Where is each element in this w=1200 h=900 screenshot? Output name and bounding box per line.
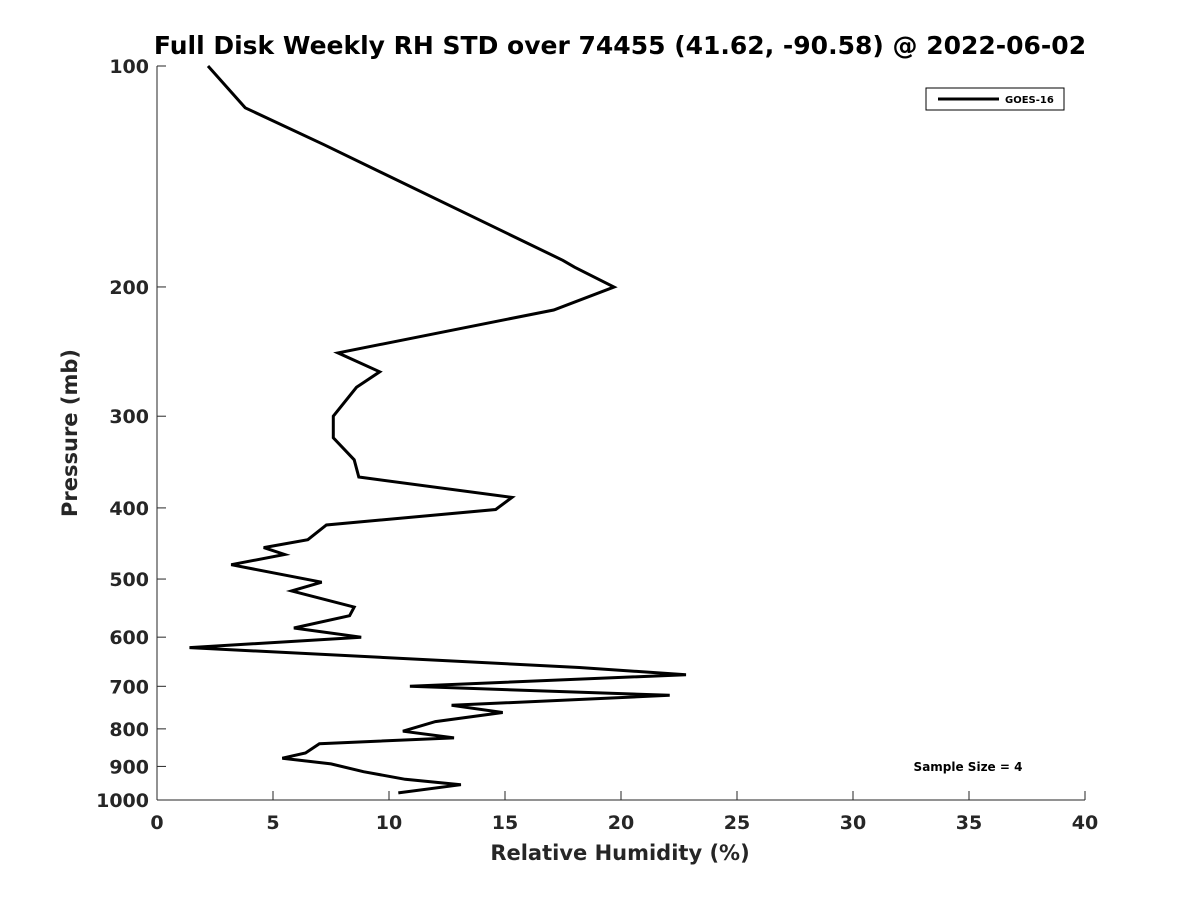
- x-tick-label: 15: [492, 812, 518, 834]
- y-tick-label: 400: [109, 498, 149, 520]
- x-tick-label: 20: [608, 812, 634, 834]
- y-tick-label: 500: [109, 569, 149, 591]
- y-tick-label: 700: [109, 676, 149, 698]
- x-tick-label: 25: [724, 812, 750, 834]
- legend: GOES-16: [925, 87, 1065, 111]
- y-tick-label: 200: [109, 277, 149, 299]
- series-line-goes-16: [189, 65, 687, 795]
- y-tick-label: 100: [109, 56, 149, 78]
- y-tick-label: 800: [109, 719, 149, 741]
- axes: 0 5 10 15 20 25 30 35 40 100 200 300 400 500 600 700 800…: [96, 56, 1098, 834]
- x-tick-label: 0: [150, 812, 163, 834]
- y-tick-label: 900: [109, 756, 149, 778]
- y-axis-label: Pressure (mb): [58, 349, 82, 517]
- legend-label-goes-16: GOES-16: [1005, 95, 1054, 106]
- x-tick-label: 5: [266, 812, 279, 834]
- x-tick-label: 40: [1072, 812, 1098, 834]
- plot-area: [189, 65, 687, 795]
- y-tick-label: 1000: [96, 790, 149, 812]
- chart-title: Full Disk Weekly RH STD over 74455 (41.6…: [154, 31, 1086, 60]
- y-tick-label: 300: [109, 406, 149, 428]
- sample-size-annotation: Sample Size = 4: [914, 760, 1023, 774]
- x-axis-label: Relative Humidity (%): [490, 841, 749, 865]
- y-tick-label: 600: [109, 627, 149, 649]
- x-tick-label: 10: [376, 812, 402, 834]
- x-tick-label: 35: [956, 812, 982, 834]
- x-tick-label: 30: [840, 812, 866, 834]
